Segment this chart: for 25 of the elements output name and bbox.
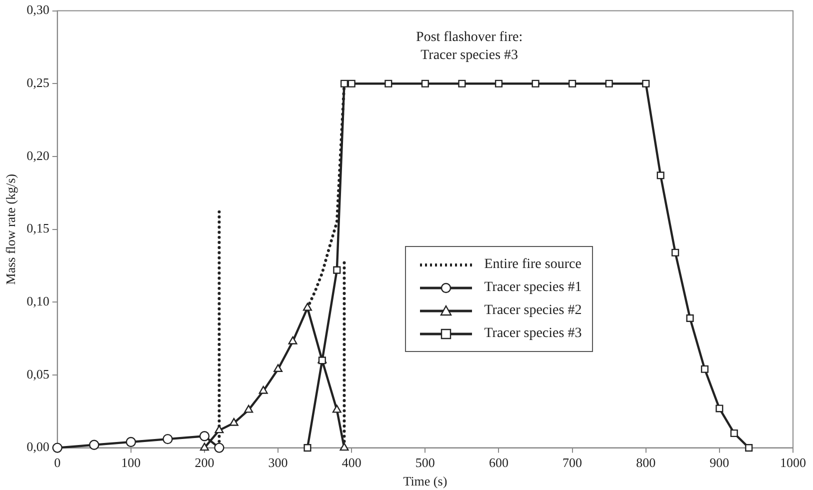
legend-label: Entire fire source <box>484 256 582 273</box>
x-axis-title: Time (s) <box>403 474 448 489</box>
y-tick-label: 0,30 <box>26 2 50 18</box>
x-tick-label: 200 <box>194 455 214 470</box>
x-tick-label: 300 <box>268 455 288 470</box>
x-tick-label: 500 <box>415 455 435 470</box>
y-axis-title: Mass flow rate (kg/s) <box>3 174 18 285</box>
y-tick-label: 0,10 <box>26 294 50 309</box>
y-tick-label: 0,15 <box>26 220 50 236</box>
x-tick-label: 0 <box>54 455 61 470</box>
y-tick-label: 0,00 <box>26 439 50 454</box>
annotation: Post flashover fire: Tracer species #3 <box>416 30 523 64</box>
x-tick-label: 400 <box>342 455 362 470</box>
x-tick-label: 900 <box>710 455 730 470</box>
y-tick-label: 0,05 <box>26 366 50 382</box>
x-tick-label: 600 <box>488 455 508 470</box>
y-tick-label: 0,20 <box>26 148 50 163</box>
legend-label: Tracer species #2 <box>484 302 582 319</box>
legend-label: Tracer species #1 <box>484 280 582 296</box>
x-tick-label: 700 <box>562 455 582 470</box>
x-tick-label: 100 <box>121 455 141 470</box>
x-tick-label: 1000 <box>780 455 806 470</box>
x-tick-label: 800 <box>636 455 656 470</box>
y-tick-label: 0,25 <box>26 75 50 90</box>
legend-label: Tracer species #3 <box>484 326 582 342</box>
